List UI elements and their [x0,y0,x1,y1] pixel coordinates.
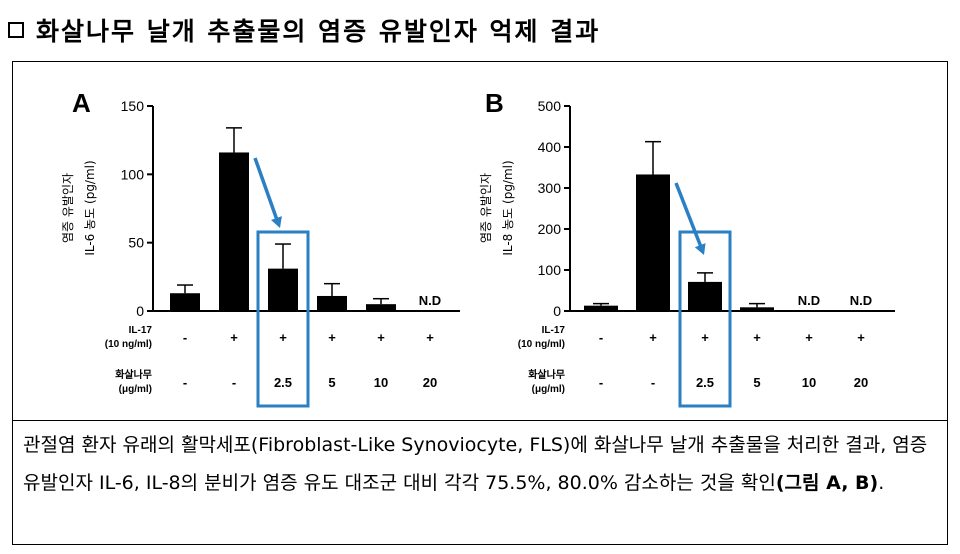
chart-a-row2-value: 20 [423,375,437,390]
chart-a-bar [268,268,298,311]
chart-b-bar [636,174,670,311]
chart-b-ytick-label: 100 [538,262,562,278]
chart-b-nd-label: N.D [798,293,820,308]
chart-b-row1-unit: (10 ng/ml) [518,339,565,350]
chart-a-panel-letter: A [72,88,91,118]
chart-b-row2-value: 5 [753,375,760,390]
chart-b-row2-value: 10 [802,375,816,390]
chart-b-row1-value: + [753,330,761,345]
chart-a-row2-unit: (μg/ml) [119,384,152,395]
chart-a-row1-unit: (10 ng/ml) [105,339,152,350]
section-heading: 화살나무 날개 추출물의 염증 유발인자 억제 결과 [8,12,600,48]
chart-b-row2-value: 2.5 [696,375,714,390]
chart-b-ytick-label: 400 [538,139,562,155]
chart-a-row2-value: 10 [374,375,388,390]
chart-b-row2-label: 화살나무 [528,368,565,381]
chart-a-row1-value: - [183,330,187,345]
chart-b-ytick-label: 500 [538,98,562,114]
figure-caption: 관절염 환자 유래의 활막세포(Fibroblast-Like Synovioc… [23,426,937,502]
chart-a-row1-value: + [328,330,336,345]
square-bullet-icon [8,22,24,38]
chart-b-nd-label: N.D [850,293,872,308]
chart-a-nd-label: N.D [419,293,441,308]
chart-b-row1-value: + [701,330,709,345]
chart-b-row1-value: + [857,330,865,345]
chart-b-row1-label: IL-17 [542,325,566,336]
chart-a-arrow-shaft [253,157,279,221]
chart-a-ytick-label: 50 [128,235,144,251]
chart-a-row1-value: + [377,330,385,345]
chart-b-bar [688,281,722,311]
chart-a-row2-value: - [183,375,187,390]
caption-text: 관절염 환자 유래의 활막세포(Fibroblast-Like Synovioc… [23,434,928,494]
chart-a-ylabel-line1: 염증 유발인자 [61,173,75,243]
chart-b-ylabel-line2: IL-8 농도 (pg/ml) [501,160,515,255]
chart-b-ylabel-line1: 염증 유발인자 [479,173,493,243]
chart-b-row1-value: + [649,330,657,345]
figure-frame: 관절염 환자 유래의 활막세포(Fibroblast-Like Synovioc… [12,61,948,545]
chart-b-row2-value: 20 [854,375,868,390]
caption-figure-ref: (그림 A, B) [775,472,879,494]
chart-b-row2-value: - [651,375,655,390]
chart-a-row1-label: IL-17 [129,325,153,336]
chart-b-highlight-box [678,230,732,408]
chart-b-panel-letter: B [485,88,504,118]
chart-a-ylabel-line2: IL-6 농도 (pg/ml) [83,160,97,255]
caption-divider [13,420,947,421]
chart-a-row2-value: 2.5 [274,375,292,390]
chart-b-arrow-shaft [674,182,703,248]
chart-b-ytick-label: 300 [538,180,562,196]
chart-a-ytick-label: 0 [136,303,144,319]
chart-a-bar [317,295,347,311]
chart-a-bar [170,293,200,311]
heading-title: 화살나무 날개 추출물의 염증 유발인자 억제 결과 [36,17,601,46]
chart-a-bar [219,152,249,311]
chart-a-ytick-label: 100 [121,166,145,182]
chart-b-bar [584,305,618,311]
caption-end: . [878,472,885,494]
chart-area: A염증 유발인자 IL-6 농도 (pg/ml)050100150N.DIL-17… [61,88,895,408]
chart-b-row1-value: - [599,330,603,345]
chart-b-bar [740,307,774,311]
chart-a-row1-value: + [279,330,287,345]
chart-b-row2-unit: (μg/ml) [532,384,565,395]
chart-a-arrow-head [271,216,282,228]
chart-a-row2-value: - [232,375,236,390]
chart-a-row2-label: 화살나무 [115,368,152,381]
chart-a-highlight-box [256,230,310,408]
chart-b-row1-value: + [805,330,813,345]
chart-a-ytick-label: 150 [121,98,145,114]
chart-b-arrow-head [694,243,706,255]
chart-b-row2-value: - [599,375,603,390]
chart-b-ytick-label: 0 [553,303,561,319]
chart-a-bar [366,304,396,311]
chart-b-ytick-label: 200 [538,221,562,237]
chart-a-row1-value: + [230,330,238,345]
chart-a-row1-value: + [426,330,434,345]
chart-a-row2-value: 5 [328,375,335,390]
